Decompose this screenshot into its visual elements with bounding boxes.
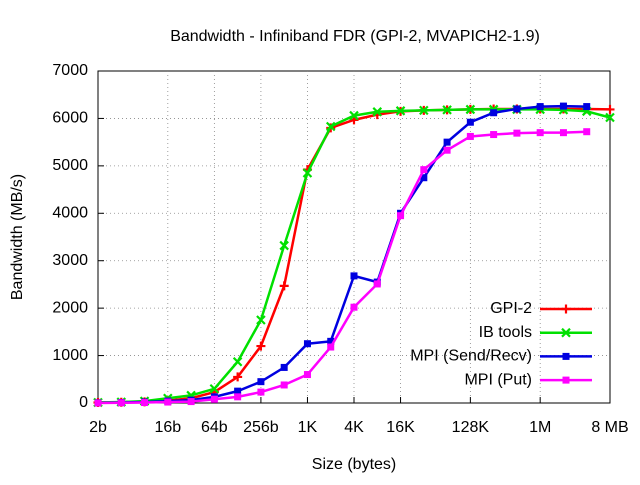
y-tick-label: 6000 <box>52 110 88 127</box>
data-point <box>513 129 521 137</box>
legend-label: GPI-2 <box>490 300 532 317</box>
data-point <box>233 372 243 382</box>
data-point <box>420 174 428 182</box>
data-point <box>559 102 567 110</box>
x-tick-label: 4K <box>344 419 364 436</box>
data-point <box>466 132 474 140</box>
data-point <box>327 343 335 351</box>
data-point <box>280 381 288 389</box>
data-point <box>490 131 498 139</box>
data-point <box>303 340 311 348</box>
data-point <box>303 371 311 379</box>
y-tick-label: 0 <box>79 394 88 411</box>
data-point <box>442 105 452 115</box>
data-point <box>605 104 615 114</box>
legend-marker <box>561 304 571 314</box>
data-point <box>443 146 451 154</box>
legend-marker <box>561 327 571 338</box>
data-point <box>234 393 242 401</box>
data-point <box>234 387 242 395</box>
data-point <box>279 281 289 291</box>
data-point <box>327 337 335 345</box>
legend-marker <box>562 352 570 360</box>
data-point <box>349 110 359 121</box>
data-point <box>559 129 567 137</box>
data-point <box>395 106 406 116</box>
data-point <box>536 103 544 111</box>
data-point <box>466 118 474 126</box>
data-point <box>490 109 498 117</box>
x-tick-label: 256b <box>243 419 279 436</box>
x-tick-label: 16K <box>386 419 415 436</box>
data-point <box>256 315 266 325</box>
x-tick-label: 64b <box>201 419 228 436</box>
y-tick-label: 7000 <box>52 62 88 79</box>
data-point <box>513 105 521 113</box>
data-point <box>210 395 218 403</box>
legend-label: IB tools <box>479 324 532 341</box>
data-point <box>141 399 149 407</box>
y-tick-label: 1000 <box>52 347 88 364</box>
data-point <box>536 129 544 137</box>
data-point <box>257 378 265 386</box>
legend-marker <box>562 376 570 384</box>
legend-label: MPI (Put) <box>464 371 532 388</box>
y-tick-label: 5000 <box>52 157 88 174</box>
data-point <box>232 356 243 367</box>
series-line <box>97 130 587 405</box>
data-point <box>420 166 428 174</box>
data-point <box>280 363 288 371</box>
data-point <box>372 107 383 117</box>
y-tick-label: 2000 <box>52 299 88 316</box>
data-point <box>94 399 102 407</box>
x-tick-label: 8 MB <box>591 419 628 436</box>
x-tick-label: 1K <box>298 419 318 436</box>
data-point <box>419 105 429 116</box>
data-point <box>397 212 405 220</box>
data-point <box>164 398 172 406</box>
data-point <box>373 280 381 288</box>
x-tick-label: 16b <box>154 419 181 436</box>
data-point <box>257 388 265 396</box>
x-tick-label: 128K <box>452 419 490 436</box>
data-point <box>256 341 266 351</box>
data-point <box>279 240 289 251</box>
data-point <box>605 112 615 123</box>
data-point <box>583 103 591 111</box>
x-tick-label: 2b <box>89 419 107 436</box>
data-point <box>583 128 591 136</box>
chart-title: Bandwidth - Infiniband FDR (GPI-2, MVAPI… <box>170 28 540 45</box>
data-point <box>325 121 336 132</box>
data-point <box>209 383 220 394</box>
y-tick-label: 3000 <box>52 252 88 269</box>
y-tick-label: 4000 <box>52 205 88 222</box>
x-axis-label: Size (bytes) <box>312 456 396 473</box>
data-point <box>350 272 358 280</box>
data-point <box>117 399 125 407</box>
data-point <box>443 138 451 146</box>
legend-label: MPI (Send/Recv) <box>410 348 532 365</box>
data-point <box>350 303 358 311</box>
data-point <box>187 398 195 406</box>
x-tick-label: 1M <box>529 419 551 436</box>
data-point <box>465 104 476 115</box>
data-point <box>302 168 313 178</box>
y-axis-label: Bandwidth (MB/s) <box>9 174 26 300</box>
